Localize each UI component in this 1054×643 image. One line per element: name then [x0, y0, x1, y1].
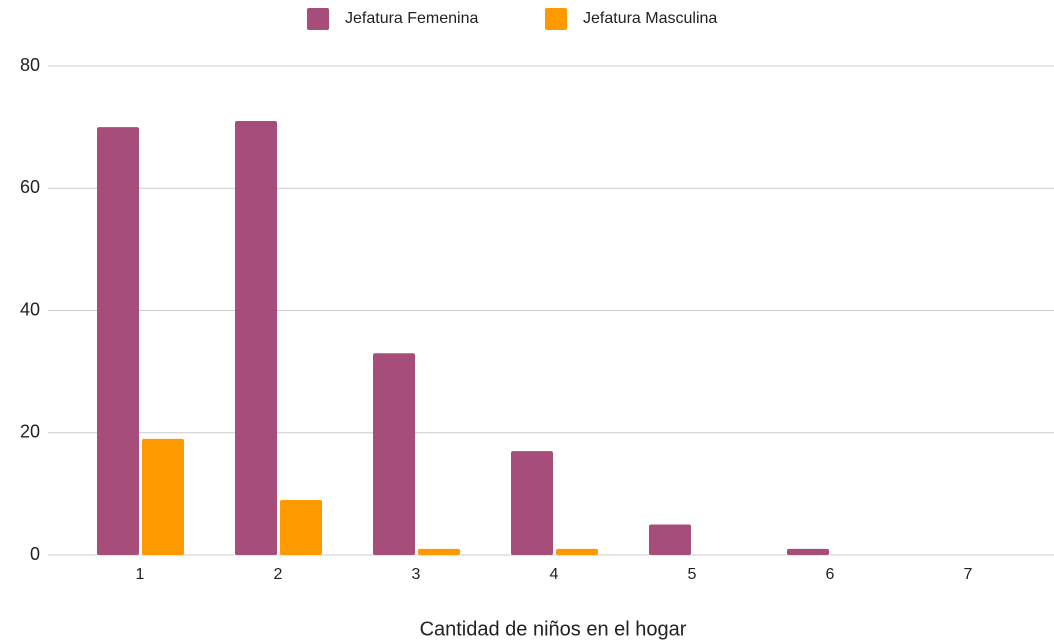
bar: [97, 127, 139, 555]
bar: [556, 548, 598, 555]
x-tick-label: 5: [688, 566, 697, 583]
bar: [787, 548, 829, 555]
bar: [142, 438, 184, 555]
bar: [511, 451, 553, 555]
bar: [649, 524, 691, 555]
y-tick-label: 0: [30, 544, 40, 564]
y-tick-label: 60: [20, 177, 40, 197]
bar: [373, 353, 415, 555]
y-tick-label: 80: [20, 55, 40, 75]
bar: [280, 499, 322, 555]
x-tick-label: 3: [412, 566, 421, 583]
legend-label: Jefatura Femenina: [345, 10, 479, 27]
x-tick-label: 2: [274, 566, 283, 583]
x-axis-label: Cantidad de niños en el hogar: [420, 618, 687, 640]
x-tick-label: 1: [136, 566, 145, 583]
legend-label: Jefatura Masculina: [583, 10, 717, 27]
bar: [235, 121, 277, 555]
legend-swatch: [307, 8, 329, 30]
x-tick-label: 6: [826, 566, 835, 583]
y-tick-label: 40: [20, 299, 40, 319]
x-tick-label: 4: [550, 566, 559, 583]
y-tick-label: 20: [20, 422, 40, 442]
legend-swatch: [545, 8, 567, 30]
bar: [418, 548, 460, 555]
x-tick-label: 7: [964, 566, 973, 583]
